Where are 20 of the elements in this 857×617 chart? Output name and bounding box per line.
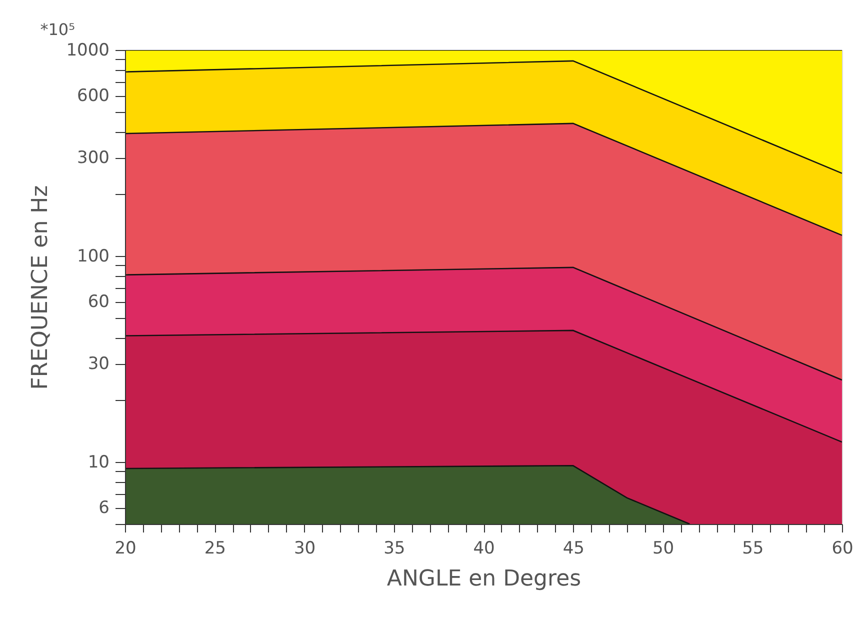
text: *10⁵ [40,20,75,39]
x-tick-label: 50 [652,538,674,558]
y-tick-label: 300 [77,148,110,168]
x-tick-label: 30 [294,538,316,558]
x-tick-label: 60 [832,538,854,558]
x-tick-label: 40 [473,538,495,558]
x-tick-label: 20 [114,538,136,558]
y-tick-label: 6 [98,498,110,518]
x-axis-title: ANGLE en Degres [386,566,582,592]
x-tick-label: 45 [562,538,584,558]
y-tick-label: 30 [88,354,110,374]
y-axis-title: FREQUENCE en Hz [28,185,54,390]
x-tick-label: 55 [742,538,764,558]
y-tick-label: 100 [77,246,110,266]
y-tick-label: 600 [77,86,110,106]
x-tick-label: 25 [204,538,226,558]
y-tick-label: 1000 [66,40,110,60]
y-tick-label: 60 [88,292,110,312]
y-tick-label: 10 [88,452,110,472]
x-tick-label: 35 [384,538,406,558]
